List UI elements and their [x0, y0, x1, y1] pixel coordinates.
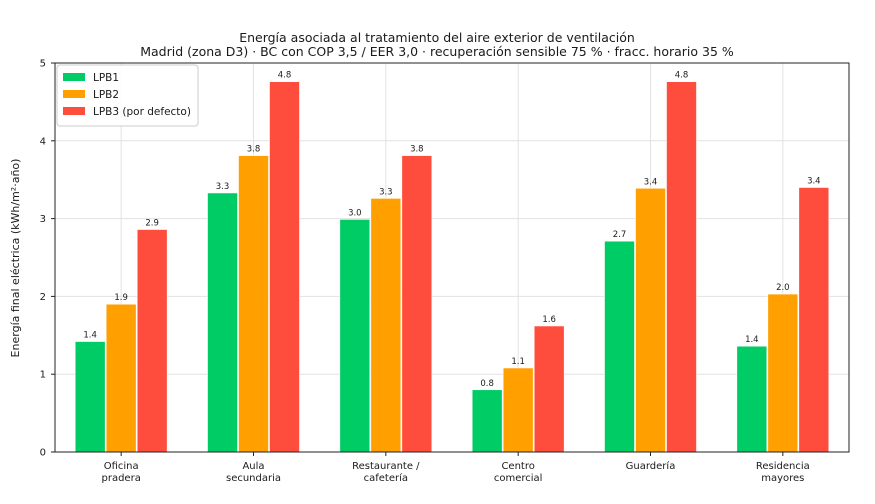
- y-tick-label: 2: [40, 292, 46, 303]
- bars-layer: [74, 81, 830, 453]
- value-labels-layer: 1.4 1.9 2.9 3.3 3.8 4.8 3.0 3.3 3.8 0.8 1.1 1.6 2.7 3…: [83, 71, 820, 389]
- bar-value-label: 4.8: [278, 71, 292, 81]
- y-tick-label: 3: [40, 214, 46, 225]
- x-tick-label: Oficina: [104, 461, 139, 472]
- bar: [533, 325, 565, 453]
- bar: [502, 367, 534, 453]
- bar: [74, 341, 106, 453]
- legend: LPB1 LPB2 LPB3 (por defecto): [56, 64, 199, 127]
- x-tick-label: Centro: [501, 461, 534, 472]
- bar: [207, 192, 238, 453]
- bar-value-label: 1.9: [114, 293, 128, 303]
- bar: [238, 155, 269, 453]
- bar: [604, 240, 635, 453]
- bar: [339, 219, 371, 453]
- bar: [136, 229, 168, 453]
- legend-label: LPB3 (por defecto): [93, 106, 191, 118]
- legend-box: [56, 64, 199, 127]
- bar-value-label: 3.4: [644, 177, 658, 187]
- x-tick-label: Residencia: [756, 461, 810, 472]
- bar-value-label: 2.0: [776, 283, 790, 293]
- x-tick-label: pradera: [102, 473, 141, 484]
- bar-value-label: 1.1: [511, 357, 525, 367]
- plot-frame: [54, 62, 850, 453]
- y-tick-label: 1: [40, 370, 46, 381]
- x-tick-label: cafetería: [364, 472, 408, 484]
- bar: [370, 198, 402, 453]
- bar-value-label: 3.0: [348, 208, 362, 218]
- chart-subtitle: Madrid (zona D3) · BC con COP 3,5 / EER …: [140, 44, 734, 59]
- bar: [767, 293, 799, 453]
- bar-value-label: 1.4: [83, 331, 97, 341]
- legend-swatch: [63, 107, 85, 115]
- bar-value-label: 3.3: [379, 187, 393, 197]
- bar-value-label: 2.9: [145, 218, 159, 228]
- x-tick-label: Aula: [242, 461, 264, 472]
- x-tick-label: Guardería: [626, 460, 676, 472]
- bar-value-label: 4.8: [675, 71, 689, 81]
- y-tick-label: 0: [40, 448, 46, 459]
- x-tick-label: comercial: [494, 473, 543, 484]
- bar: [798, 187, 830, 453]
- chart-title: Energía asociada al tratamiento del aire…: [239, 30, 635, 45]
- bar-value-label: 3.8: [410, 145, 424, 155]
- bar: [269, 81, 300, 453]
- bar: [736, 345, 768, 453]
- bar: [401, 155, 433, 453]
- bar-value-label: 1.4: [745, 335, 759, 345]
- bar: [635, 187, 666, 453]
- bar-value-label: 0.8: [480, 379, 494, 389]
- bar-value-label: 3.4: [807, 176, 821, 186]
- legend-swatch: [63, 73, 85, 81]
- bar: [471, 389, 503, 453]
- legend-label: LPB1: [93, 72, 119, 84]
- y-axis-label: Energía final eléctrica (kWh/m²·año): [9, 159, 22, 358]
- bar-value-label: 3.8: [247, 145, 261, 155]
- bar-value-label: 1.6: [542, 315, 556, 325]
- y-tick-label: 5: [40, 59, 46, 70]
- bar: [105, 303, 137, 453]
- bar-value-label: 3.3: [216, 182, 230, 192]
- x-tick-label: Restaurante /: [352, 461, 420, 472]
- bar: [666, 81, 697, 453]
- x-tick-label: secundaria: [226, 473, 281, 484]
- y-tick-label: 4: [40, 136, 46, 147]
- legend-label: LPB2: [93, 89, 119, 101]
- legend-swatch: [63, 90, 85, 98]
- bar-value-label: 2.7: [613, 230, 627, 240]
- x-tick-label: mayores: [761, 473, 804, 484]
